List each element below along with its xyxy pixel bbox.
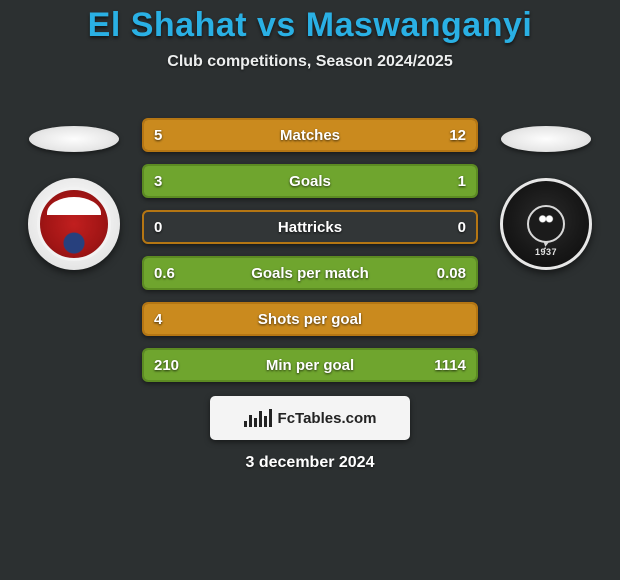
stat-label: Shots per goal — [144, 311, 476, 328]
brand-bars-icon — [244, 409, 272, 427]
page-subtitle: Club competitions, Season 2024/2025 — [0, 53, 620, 71]
player-silhouette-right — [501, 126, 591, 152]
brand-bar — [254, 418, 257, 427]
stat-row: 5Matches12 — [142, 118, 478, 152]
page-title: El Shahat vs Maswanganyi — [0, 0, 620, 45]
player-silhouette-left — [29, 126, 119, 152]
stat-label: Goals per match — [144, 265, 476, 282]
stat-row: 210Min per goal1114 — [142, 348, 478, 382]
club-badge-left — [28, 178, 120, 270]
stat-label: Hattricks — [144, 219, 476, 236]
brand-bar — [259, 411, 262, 427]
club-badge-right: 1937 — [500, 178, 592, 270]
club-year-right: 1937 — [503, 247, 589, 257]
stat-row: 0Hattricks0 — [142, 210, 478, 244]
stat-label: Min per goal — [144, 357, 476, 374]
brand-text: FcTables.com — [278, 410, 377, 427]
brand-bar — [249, 415, 252, 427]
stat-value-right: 12 — [436, 127, 466, 144]
stat-value-right: 1 — [436, 173, 466, 190]
compare-region: 5Matches12 3Goals1 0Hattricks0 0.6Goals per… — [0, 118, 620, 382]
brand-bar — [269, 409, 272, 427]
stat-row: 3Goals1 — [142, 164, 478, 198]
comparison-card: El Shahat vs Maswanganyi Club competitio… — [0, 0, 620, 580]
left-column — [24, 118, 124, 270]
right-column: 1937 — [496, 118, 596, 270]
stat-label: Matches — [144, 127, 476, 144]
brand-bar — [264, 416, 267, 427]
stat-row: 4Shots per goal — [142, 302, 478, 336]
stat-row: 0.6Goals per match0.08 — [142, 256, 478, 290]
brand-bar — [244, 421, 247, 427]
stat-value-right: 0 — [436, 219, 466, 236]
snapshot-date: 3 december 2024 — [0, 454, 620, 472]
stat-rows: 5Matches12 3Goals1 0Hattricks0 0.6Goals per… — [142, 118, 478, 382]
stat-label: Goals — [144, 173, 476, 190]
stat-value-right: 0.08 — [436, 265, 466, 282]
stat-value-right: 1114 — [434, 357, 466, 374]
brand-badge: FcTables.com — [210, 396, 410, 440]
